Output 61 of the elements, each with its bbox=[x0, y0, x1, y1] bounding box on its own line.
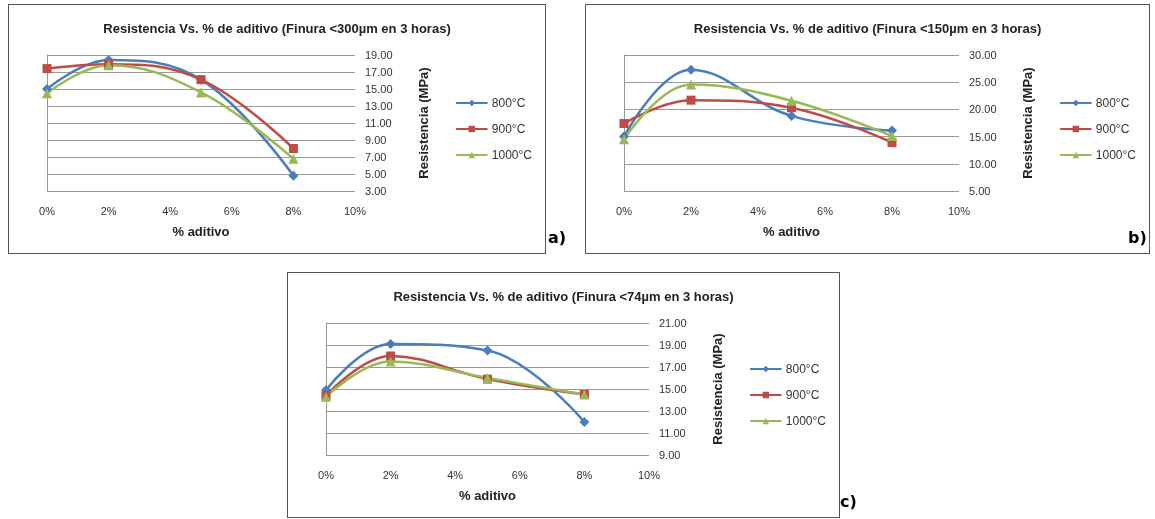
y-tick-label: 7.00 bbox=[365, 151, 387, 163]
y-tick-label: 15.00 bbox=[659, 383, 687, 395]
chart-title: Resistencia Vs. % de aditivo (Finura <150µm en 3 horas) bbox=[693, 21, 1042, 36]
y-tick-label: 11.00 bbox=[659, 427, 686, 439]
x-tick-label: 4% bbox=[447, 468, 464, 481]
text: a) bbox=[548, 228, 567, 247]
legend-label: 900°C bbox=[491, 122, 526, 136]
x-tick-label: 4% bbox=[162, 204, 179, 217]
x-tick-label: 8% bbox=[576, 468, 593, 481]
y-tick-label: 21.00 bbox=[659, 317, 687, 329]
x-tick-label: 0% bbox=[616, 204, 633, 217]
y-tick-label: 5.00 bbox=[365, 168, 387, 180]
x-tick-label: 2% bbox=[382, 468, 399, 481]
legend-label: 800°C bbox=[491, 96, 526, 110]
text: c) bbox=[840, 492, 857, 511]
y-axis-title: Resistencia (MPa) bbox=[416, 67, 431, 179]
y-tick-label: 19.00 bbox=[365, 49, 393, 61]
x-tick-label: 0% bbox=[39, 204, 56, 217]
y-tick-label: 17.00 bbox=[659, 361, 687, 373]
legend-label: 800°C bbox=[785, 362, 820, 376]
x-tick-label: 0% bbox=[318, 468, 335, 481]
legend-label: 900°C bbox=[785, 388, 820, 402]
x-tick-label: 6% bbox=[511, 468, 528, 481]
y-tick-label: 9.00 bbox=[659, 449, 681, 461]
legend-label: 1000°C bbox=[491, 148, 533, 162]
y-tick-label: 13.00 bbox=[365, 100, 393, 112]
y-tick-label: 15.00 bbox=[365, 83, 393, 95]
x-axis-title: % aditivo bbox=[458, 488, 517, 503]
y-tick-label: 9.00 bbox=[365, 134, 387, 146]
x-tick-label: 8% bbox=[884, 204, 901, 217]
x-tick-label: 2% bbox=[100, 204, 117, 217]
x-tick-label: 4% bbox=[750, 204, 767, 217]
y-tick-label: 30.00 bbox=[969, 49, 997, 61]
y-tick-label: 20.00 bbox=[969, 103, 997, 116]
x-tick-label: 8% bbox=[285, 204, 302, 217]
y-axis-title: Resistencia (MPa) bbox=[710, 333, 725, 445]
legend-label: 1000°C bbox=[785, 414, 827, 428]
x-tick-label: 10% bbox=[947, 204, 971, 217]
y-tick-label: 17.00 bbox=[365, 66, 393, 78]
y-tick-label: 5.00 bbox=[969, 185, 991, 197]
legend-label: 800°C bbox=[1095, 96, 1130, 110]
y-tick-label: 3.00 bbox=[365, 185, 387, 197]
chart-title: Resistencia Vs. % de aditivo (Finura <300µm en 3 horas) bbox=[103, 21, 451, 36]
x-tick-label: 10% bbox=[343, 204, 367, 217]
y-tick-label: 15.00 bbox=[969, 130, 997, 143]
x-tick-label: 6% bbox=[223, 204, 240, 217]
text: b) bbox=[1128, 228, 1147, 247]
x-axis-title: % aditivo bbox=[762, 224, 821, 239]
y-tick-label: 19.00 bbox=[659, 339, 687, 351]
y-tick-label: 11.00 bbox=[365, 117, 392, 129]
y-tick-label: 10.00 bbox=[969, 157, 997, 170]
legend-label: 900°C bbox=[1095, 122, 1130, 136]
y-tick-label: 13.00 bbox=[659, 405, 687, 417]
chart-title: Resistencia Vs. % de aditivo (Finura <74µm en 3 horas) bbox=[393, 289, 734, 304]
x-tick-label: 10% bbox=[637, 468, 661, 481]
y-tick-label: 25.00 bbox=[969, 76, 997, 89]
y-axis-title: Resistencia (MPa) bbox=[1020, 67, 1035, 179]
x-axis-title: % aditivo bbox=[172, 224, 230, 239]
x-tick-label: 6% bbox=[817, 204, 834, 217]
legend-label: 1000°C bbox=[1095, 148, 1137, 162]
x-tick-label: 2% bbox=[683, 204, 700, 217]
